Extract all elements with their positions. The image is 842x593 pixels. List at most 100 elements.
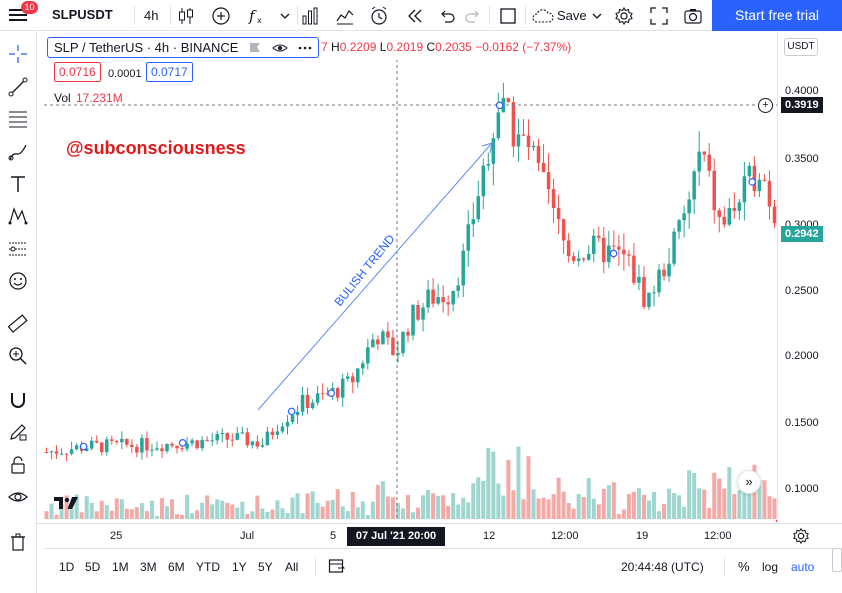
volume-bar — [551, 494, 556, 523]
volume-bar — [84, 496, 89, 523]
volume-bar — [496, 483, 501, 523]
fullscreen-icon[interactable] — [649, 6, 669, 26]
candle-body — [536, 145, 541, 164]
indicators-fx-icon[interactable]: f x — [247, 6, 267, 26]
more-options-icon[interactable] — [298, 42, 312, 54]
fullscreen-layout-icon[interactable] — [498, 6, 518, 26]
range-6m-button[interactable]: 6M — [168, 560, 185, 574]
sell-price-button[interactable]: 0.0716 — [54, 62, 101, 82]
candle-body — [230, 439, 235, 441]
volume-bar — [345, 511, 350, 523]
range-all-button[interactable]: All — [285, 560, 299, 574]
save-button[interactable]: Save — [557, 8, 587, 23]
volume-bar — [441, 495, 446, 523]
symbol-legend[interactable]: SLP / TetherUS · 4h · BINANCE — [47, 37, 320, 58]
cloud-save-icon[interactable] — [531, 6, 555, 26]
eye-visibility-icon[interactable] — [7, 486, 29, 508]
add-indicator-icon[interactable] — [211, 6, 231, 26]
ruler-measure-icon[interactable] — [7, 313, 29, 335]
range-1m-button[interactable]: 1M — [112, 560, 129, 574]
lock-drawing-pencil-icon[interactable] — [7, 421, 29, 443]
gear-icon[interactable] — [614, 6, 634, 26]
volume-bar — [692, 473, 697, 523]
log-scale-button[interactable]: log — [762, 560, 779, 574]
range-5d-button[interactable]: 5D — [85, 560, 101, 574]
financials-bar-icon[interactable] — [300, 6, 320, 26]
trash-icon[interactable] — [7, 531, 29, 553]
lock-icon[interactable] — [7, 454, 29, 476]
chevron-down-icon[interactable] — [275, 6, 295, 26]
range-1y-button[interactable]: 1Y — [232, 560, 247, 574]
candle-body — [185, 443, 189, 449]
time-axis[interactable] — [37, 523, 842, 548]
main-menu-button[interactable]: 10 — [0, 0, 40, 31]
brush-icon[interactable] — [7, 141, 29, 163]
candle-body — [270, 431, 275, 435]
buy-price-button[interactable]: 0.0717 — [146, 62, 193, 82]
alert-clock-icon[interactable] — [369, 6, 389, 26]
timezone-clock[interactable]: 20:44:48 (UTC) — [621, 560, 704, 574]
auto-scale-button[interactable]: auto — [791, 560, 815, 574]
eye-icon[interactable] — [272, 42, 289, 54]
candle-body — [220, 433, 224, 435]
candle-body — [140, 437, 144, 453]
range-3m-button[interactable]: 3M — [140, 560, 157, 574]
volume-bar — [646, 500, 651, 523]
candle-body — [406, 331, 410, 336]
chevron-down-icon[interactable] — [587, 6, 607, 26]
volume-bar — [320, 506, 325, 523]
volume-bar — [767, 496, 772, 523]
candle-body — [155, 448, 159, 450]
candle-body — [285, 421, 290, 427]
trend-line-icon[interactable] — [7, 76, 29, 98]
candle-body — [727, 207, 732, 225]
volume-bar — [124, 508, 129, 523]
volume-bar — [375, 484, 380, 523]
range-1d-button[interactable]: 1D — [59, 560, 75, 574]
fib-retracement-icon[interactable] — [7, 108, 29, 130]
volume-bar — [355, 507, 360, 523]
volume-bar — [641, 494, 646, 523]
compare-chart-icon[interactable] — [335, 6, 355, 26]
zoom-in-icon[interactable] — [7, 345, 29, 367]
add-alert-plus-button[interactable]: + — [758, 98, 773, 113]
interval-button[interactable]: 4h — [144, 8, 159, 23]
candle-body — [491, 138, 496, 164]
smiley-icon[interactable] — [7, 270, 29, 292]
candle-body — [371, 339, 375, 348]
pattern-tool-icon[interactable] — [7, 205, 29, 227]
percent-scale-button[interactable]: % — [738, 559, 750, 574]
candles-chart-type-icon[interactable] — [176, 6, 196, 26]
tradingview-logo[interactable] — [53, 495, 79, 511]
gear-icon[interactable] — [792, 527, 810, 545]
hamburger-icon — [9, 9, 27, 11]
prediction-tool-icon[interactable] — [7, 238, 29, 260]
magnet-icon[interactable] — [7, 389, 29, 411]
redo-icon[interactable] — [463, 6, 483, 26]
scroll-to-realtime-button[interactable]: » — [737, 470, 761, 494]
bar-replay-icon[interactable] — [405, 6, 425, 26]
candle-body — [496, 112, 501, 139]
text-tool-icon[interactable] — [7, 173, 29, 195]
candle-body — [712, 170, 717, 211]
price-axis[interactable] — [777, 31, 842, 523]
camera-snapshot-icon[interactable] — [683, 6, 703, 26]
panel-scroll-handle[interactable] — [832, 548, 842, 572]
trend-annotation-label[interactable]: BULISH TREND — [331, 232, 397, 309]
volume-bar — [89, 502, 94, 523]
symbol-search-button[interactable]: SLPUSDT — [52, 7, 113, 22]
candle-body — [642, 277, 646, 307]
undo-icon[interactable] — [437, 6, 457, 26]
ohlc-low-key: L — [379, 40, 387, 54]
flag-icon[interactable] — [248, 42, 262, 54]
crosshair-icon[interactable] — [7, 43, 29, 65]
range-5y-button[interactable]: 5Y — [258, 560, 273, 574]
currency-unit-button[interactable]: USDT — [784, 38, 818, 56]
price-chart[interactable]: BULISH TREND — [44, 60, 777, 523]
trend-arrow-line[interactable] — [257, 142, 493, 411]
start-free-trial-button[interactable]: Start free trial — [712, 0, 842, 31]
goto-date-icon[interactable] — [328, 558, 346, 574]
range-ytd-button[interactable]: YTD — [196, 560, 220, 574]
signal-marker — [287, 407, 296, 416]
